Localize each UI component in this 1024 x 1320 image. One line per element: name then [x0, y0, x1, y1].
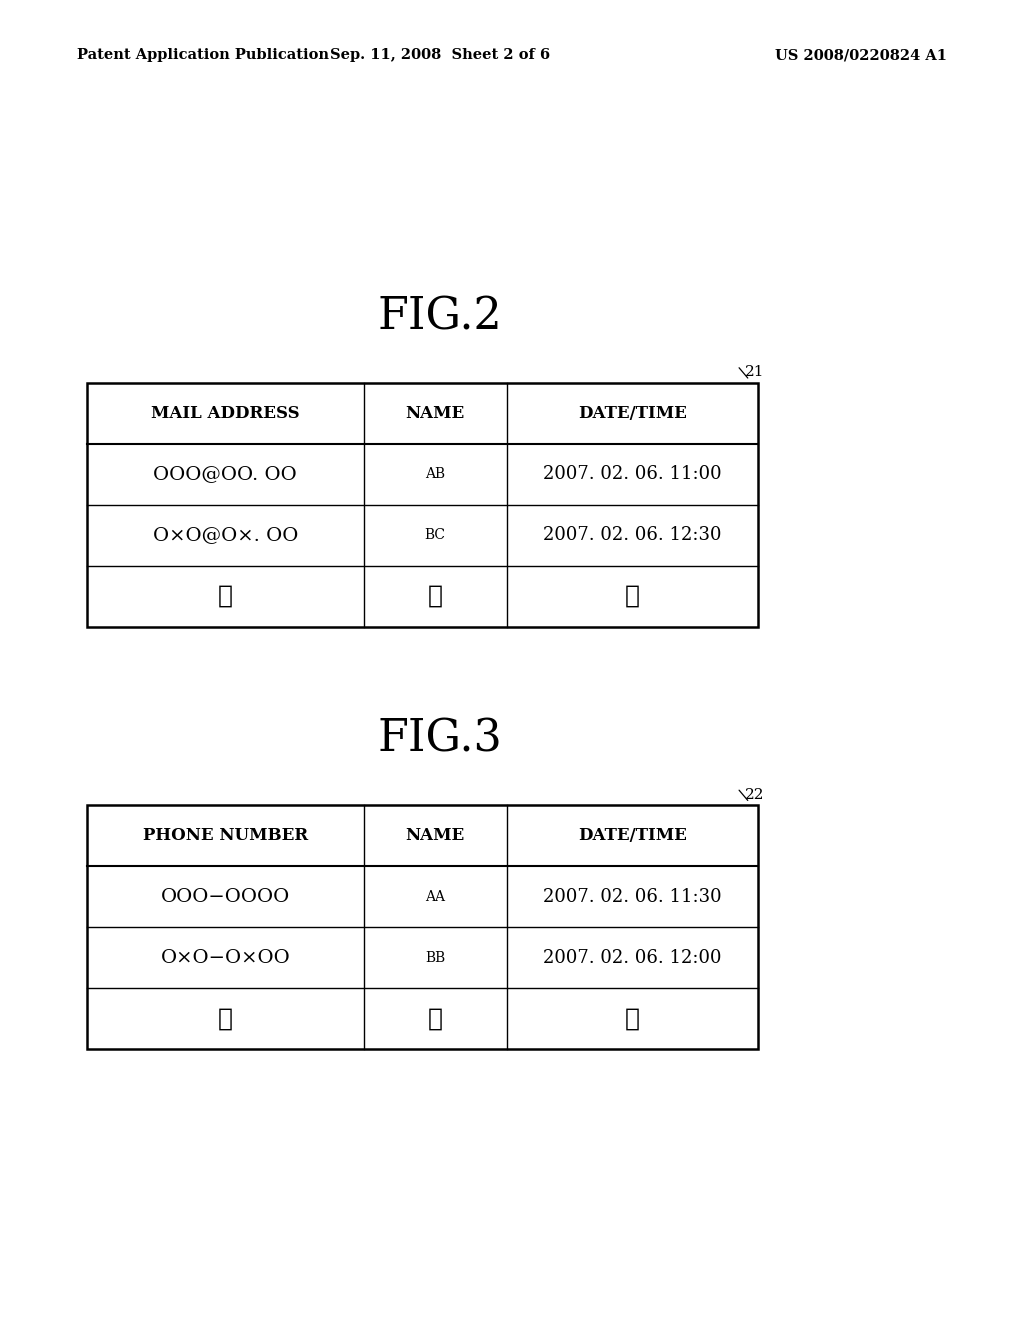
Text: ⋮: ⋮: [625, 1007, 640, 1031]
Text: 2007. 02. 06. 12:30: 2007. 02. 06. 12:30: [543, 527, 722, 544]
Text: BC: BC: [425, 528, 445, 543]
Text: AB: AB: [425, 467, 445, 482]
Text: 2007. 02. 06. 11:30: 2007. 02. 06. 11:30: [543, 888, 722, 906]
Text: ⋮: ⋮: [428, 585, 442, 609]
Text: 2007. 02. 06. 11:00: 2007. 02. 06. 11:00: [543, 466, 722, 483]
Text: DATE/TIME: DATE/TIME: [578, 828, 687, 845]
Text: FIG.2: FIG.2: [378, 296, 503, 338]
Text: ⋮: ⋮: [428, 1007, 442, 1031]
Text: 2007. 02. 06. 12:00: 2007. 02. 06. 12:00: [543, 949, 722, 966]
Text: NAME: NAME: [406, 405, 465, 422]
Text: BB: BB: [425, 950, 445, 965]
Text: Patent Application Publication: Patent Application Publication: [77, 49, 329, 62]
Text: ⋮: ⋮: [218, 1007, 232, 1031]
Text: DATE/TIME: DATE/TIME: [578, 405, 687, 422]
Text: PHONE NUMBER: PHONE NUMBER: [142, 828, 308, 845]
Text: OOO−OOOO: OOO−OOOO: [161, 888, 290, 906]
Text: US 2008/0220824 A1: US 2008/0220824 A1: [775, 49, 947, 62]
Text: NAME: NAME: [406, 828, 465, 845]
Text: O×O@O×. OO: O×O@O×. OO: [153, 527, 298, 544]
Text: ⋮: ⋮: [218, 585, 232, 609]
Text: MAIL ADDRESS: MAIL ADDRESS: [151, 405, 300, 422]
Text: AA: AA: [425, 890, 445, 904]
Text: 21: 21: [744, 366, 764, 379]
Text: 22: 22: [744, 788, 764, 801]
Text: ⋮: ⋮: [625, 585, 640, 609]
Text: FIG.3: FIG.3: [378, 718, 503, 760]
Text: OOO@OO. OO: OOO@OO. OO: [154, 466, 297, 483]
Text: O×O−O×OO: O×O−O×OO: [161, 949, 290, 966]
Text: Sep. 11, 2008  Sheet 2 of 6: Sep. 11, 2008 Sheet 2 of 6: [331, 49, 550, 62]
